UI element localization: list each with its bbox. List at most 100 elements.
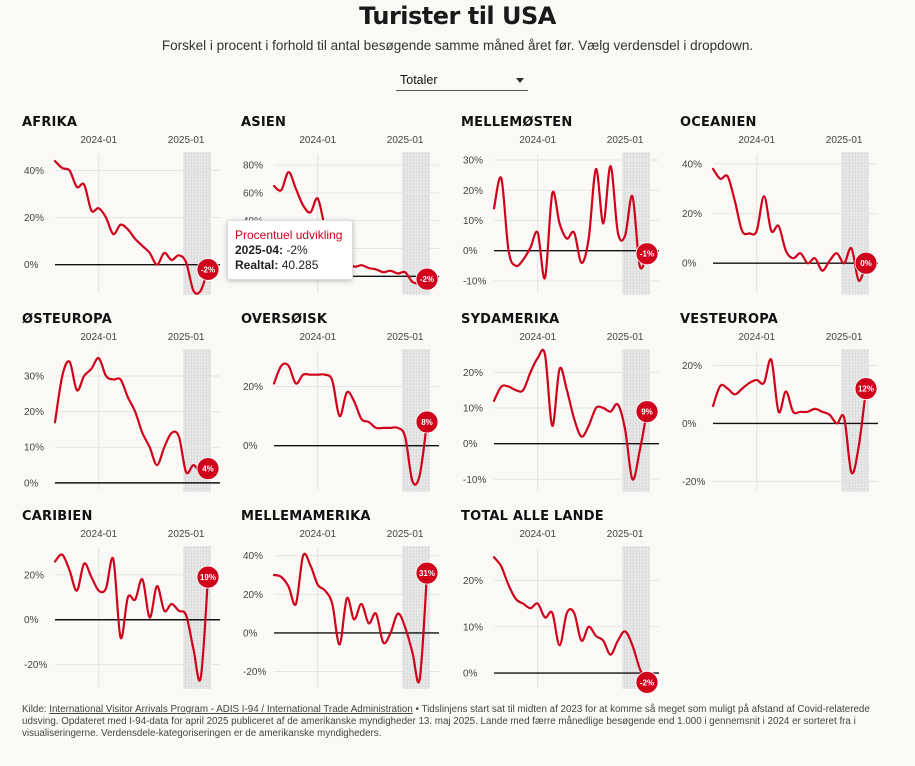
x-tick-label: 2025-01 — [826, 135, 863, 146]
x-tick-label: 2025-01 — [168, 135, 205, 146]
y-tick-label: -10% — [463, 475, 486, 486]
chart-panel[interactable]: MELLEMAMERIKA -20% 0% 20% 40% 2024-01 2025-01 3… — [241, 509, 451, 699]
y-tick-label: 0% — [24, 615, 39, 626]
region-dropdown[interactable]: Totaler — [396, 70, 528, 91]
y-tick-label: 20% — [463, 186, 483, 197]
panel-title: VESTEUROPA — [680, 312, 779, 327]
series-line — [711, 358, 868, 475]
chart-panel[interactable]: CARIBIEN -20% 0% 20% 2024-01 2025-01 19% — [22, 509, 232, 699]
x-tick-label: 2025-01 — [168, 529, 205, 540]
x-tick-label: 2025-01 — [607, 332, 644, 343]
end-value-label: -2% — [420, 275, 434, 284]
x-tick-label: 2024-01 — [738, 135, 775, 146]
y-tick-label: 10% — [24, 443, 44, 454]
y-tick-label: 0% — [682, 259, 697, 270]
tooltip-date-value: -2% — [286, 243, 308, 257]
line-chart: 0% 10% 20% 2024-01 2025-01 -2% — [463, 529, 659, 694]
y-tick-label: 20% — [463, 576, 483, 587]
chart-panel[interactable]: TOTAL ALLE LANDE 0% 10% 20% 2024-01 2025-01 -2… — [461, 509, 671, 699]
chart-panel[interactable]: AFRIKA 0% 20% 40% 2024-01 2025-01 -2% — [22, 115, 232, 305]
line-chart: -10% 0% 10% 20% 30% 2024-01 2025-01 -1% — [463, 135, 659, 295]
panel-title: AFRIKA — [22, 115, 78, 130]
y-tick-label: 0% — [463, 669, 478, 680]
x-tick-label: 2024-01 — [80, 135, 117, 146]
end-value-badge — [415, 410, 439, 434]
y-tick-label: 0% — [463, 246, 478, 257]
chevron-down-icon — [516, 78, 524, 83]
end-value-label: 8% — [421, 418, 433, 427]
line-chart: -10% 0% 10% 20% 2024-01 2025-01 9% — [463, 332, 659, 492]
series-line — [272, 362, 429, 486]
chart-panel[interactable]: OVERSØISK 0% 20% 2024-01 2025-01 8% — [241, 312, 451, 502]
x-tick-label: 2024-01 — [299, 529, 336, 540]
y-tick-label: 20% — [682, 209, 702, 220]
x-tick-label: 2025-01 — [826, 332, 863, 343]
y-tick-label: 20% — [243, 590, 263, 601]
panel-title: ASIEN — [241, 115, 287, 130]
series-line — [53, 160, 210, 295]
tooltip-date-row: 2025-04: -2% — [235, 243, 352, 258]
end-value-badge — [415, 267, 439, 291]
y-tick-label: 30% — [463, 156, 483, 167]
y-tick-label: 80% — [243, 161, 263, 172]
line-chart: -20% 0% 20% 40% 2024-01 2025-01 31% — [243, 529, 439, 689]
chart-panel[interactable]: ØSTEUROPA 0% 10% 20% 30% 2024-01 2025-01 4% — [22, 312, 232, 502]
tooltip-count-label: Realtal: — [235, 258, 279, 272]
y-tick-label: 0% — [243, 628, 258, 639]
y-tick-label: 30% — [24, 371, 44, 382]
chart-panel[interactable]: OCEANIEN 0% 20% 40% 2024-01 2025-01 0% — [680, 115, 890, 305]
y-tick-label: -10% — [463, 276, 486, 287]
series-line — [711, 167, 868, 282]
y-tick-label: 60% — [243, 188, 263, 199]
panel-title: OVERSØISK — [241, 312, 328, 327]
x-tick-label: 2025-01 — [387, 135, 424, 146]
end-value-label: -2% — [640, 678, 654, 687]
page-title: Turister til USA — [359, 2, 556, 30]
x-tick-label: 2025-01 — [387, 332, 424, 343]
y-tick-label: 40% — [243, 551, 263, 562]
y-tick-label: 0% — [24, 260, 39, 271]
end-value-badge — [854, 377, 878, 401]
x-tick-label: 2024-01 — [80, 529, 117, 540]
series-line — [492, 348, 649, 481]
end-value-label: 19% — [200, 573, 216, 582]
tooltip-heading: Procentuel udvikling — [235, 228, 343, 242]
y-tick-label: -20% — [243, 667, 266, 678]
y-tick-label: 0% — [463, 439, 478, 450]
y-tick-label: 10% — [463, 216, 483, 227]
line-chart: 0% 20% 40% 2024-01 2025-01 -2% — [24, 135, 220, 295]
y-tick-label: 20% — [243, 382, 263, 393]
end-value-label: 0% — [860, 259, 872, 268]
series-line — [492, 556, 649, 684]
panel-title: TOTAL ALLE LANDE — [461, 509, 604, 524]
series-line — [53, 553, 210, 682]
chart-panel[interactable]: SYDAMERIKA -10% 0% 10% 20% 2024-01 2025-01 9% — [461, 312, 671, 502]
chart-panel[interactable]: VESTEUROPA -20% 0% 20% 2024-01 2025-01 12% — [680, 312, 890, 502]
series-line — [53, 356, 210, 475]
panel-title: OCEANIEN — [680, 115, 757, 130]
panel-title: ØSTEUROPA — [22, 312, 112, 327]
end-value-label: 12% — [858, 385, 874, 394]
line-chart: -20% 0% 20% 2024-01 2025-01 19% — [24, 529, 220, 689]
series-line — [492, 164, 649, 280]
end-value-badge — [635, 242, 659, 266]
panel-title: MELLEMØSTEN — [461, 115, 573, 130]
panel-title: SYDAMERIKA — [461, 312, 560, 327]
end-value-badge — [196, 565, 220, 589]
end-value-badge — [415, 561, 439, 585]
x-tick-label: 2025-01 — [607, 529, 644, 540]
end-value-badge — [854, 251, 878, 275]
chart-panel[interactable]: MELLEMØSTEN -10% 0% 10% 20% 30% 2024-01 2025-01… — [461, 115, 671, 305]
source-link[interactable]: International Visitor Arrivals Program -… — [49, 704, 413, 715]
chart-tooltip: Procentuel udvikling 2025-04: -2% Realta… — [227, 220, 353, 280]
y-tick-label: 10% — [463, 404, 483, 415]
x-tick-label: 2025-01 — [168, 332, 205, 343]
x-tick-label: 2024-01 — [299, 135, 336, 146]
end-value-badge — [196, 457, 220, 481]
x-tick-label: 2025-01 — [607, 135, 644, 146]
line-chart: -20% 0% 20% 2024-01 2025-01 12% — [682, 332, 878, 492]
line-chart: 0% 20% 40% 2024-01 2025-01 0% — [682, 135, 878, 295]
y-tick-label: 0% — [243, 441, 258, 452]
panel-title: CARIBIEN — [22, 509, 93, 524]
line-chart: 0% 10% 20% 30% 2024-01 2025-01 4% — [24, 332, 220, 492]
